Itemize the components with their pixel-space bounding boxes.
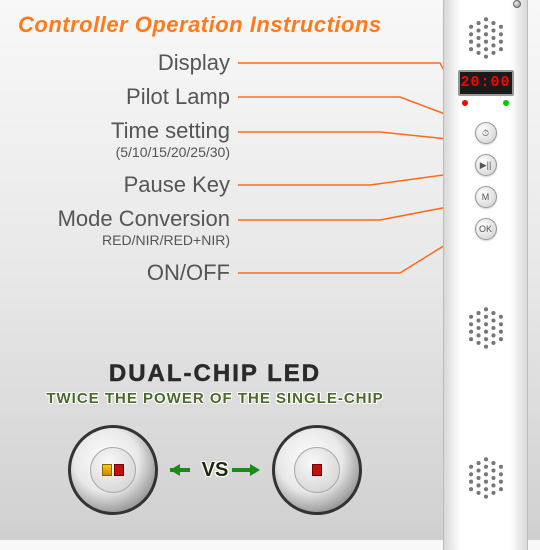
label-mode: Mode Conversion: [58, 206, 230, 231]
chip-icon: [312, 464, 322, 476]
controller-panel: 20:00 ⏱ ▶|| M OK: [443, 0, 528, 550]
vs-group: VS: [170, 459, 261, 482]
dual-chip-title: DUAL-CHIP LED: [0, 360, 430, 388]
pilot-lamp-right: [503, 100, 509, 106]
time-button[interactable]: ⏱: [475, 122, 497, 144]
chip-icon: [114, 464, 124, 476]
label-time: Time setting: [111, 118, 230, 143]
ok-button[interactable]: OK: [475, 218, 497, 240]
vent-mid: [458, 300, 514, 356]
label-display: Display: [158, 50, 230, 75]
pilot-lamp-left: [462, 100, 468, 106]
arrow-left-icon: [170, 466, 198, 474]
dual-chip-sub: TWICE THE POWER OF THE SINGLE-CHIP: [0, 390, 430, 407]
chip-icon: [102, 464, 112, 476]
screw-icon: [513, 0, 521, 8]
display-readout: 20:00: [458, 70, 514, 96]
mode-button[interactable]: M: [475, 186, 497, 208]
led-single-chip: [272, 425, 362, 515]
vent-top: [458, 10, 514, 66]
label-onoff: ON/OFF: [147, 260, 230, 285]
pause-button[interactable]: ▶||: [475, 154, 497, 176]
dual-chip-section: DUAL-CHIP LED TWICE THE POWER OF THE SIN…: [0, 360, 430, 515]
label-time-sub: (5/10/15/20/25/30): [111, 144, 230, 160]
vent-bottom: [458, 450, 514, 506]
arrow-right-icon: [232, 466, 260, 474]
led-dual-chip: [68, 425, 158, 515]
main-title: Controller Operation Instructions: [18, 12, 382, 38]
label-mode-sub: RED/NIR/RED+NIR): [58, 232, 230, 248]
vs-text: VS: [202, 459, 229, 482]
label-pilot: Pilot Lamp: [126, 84, 230, 109]
label-pause: Pause Key: [124, 172, 230, 197]
